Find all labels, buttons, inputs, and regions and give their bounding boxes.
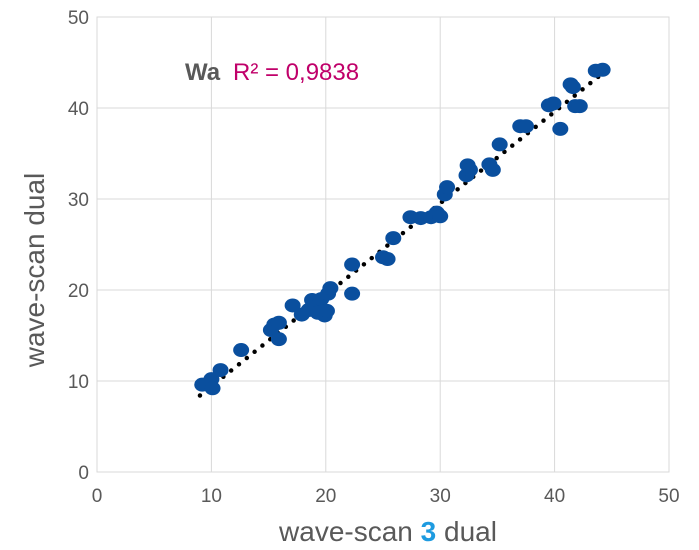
data-point (484, 162, 501, 177)
trendline (197, 70, 607, 398)
x-axis-ticks: 0 10 20 30 40 50 (92, 486, 680, 507)
data-point (432, 209, 449, 224)
data-point (344, 286, 361, 301)
y-tick-label: 20 (68, 281, 89, 302)
y-tick-label: 50 (68, 8, 89, 29)
data-point (564, 80, 581, 95)
data-point (518, 119, 534, 134)
data-point (270, 315, 287, 330)
x-axis-title-suffix: dual (436, 516, 497, 547)
x-tick-label: 40 (544, 486, 565, 507)
x-tick-label: 50 (658, 486, 679, 507)
data-point (270, 332, 287, 347)
x-axis-title-prefix: wave-scan (278, 516, 421, 547)
x-axis-title: wave-scan 3 dual (278, 516, 497, 547)
y-tick-label: 30 (68, 190, 89, 211)
data-point (594, 62, 611, 77)
data-points (194, 62, 611, 396)
x-tick-label: 20 (315, 486, 336, 507)
data-point (461, 162, 478, 177)
y-axis-ticks: 0 10 20 30 40 50 (68, 8, 89, 484)
x-tick-label: 0 (92, 486, 103, 507)
data-point (379, 252, 396, 267)
y-tick-label: 10 (68, 372, 89, 393)
data-point (571, 99, 588, 114)
data-point (318, 303, 335, 318)
data-point (439, 180, 456, 195)
grid-lines (96, 16, 670, 473)
data-point (552, 121, 569, 136)
data-point (344, 257, 361, 272)
plot-area-frame (96, 16, 670, 473)
y-tick-label: 0 (78, 463, 89, 484)
data-point (233, 343, 250, 358)
x-tick-label: 10 (201, 486, 222, 507)
data-point (322, 281, 339, 296)
data-point (212, 363, 229, 378)
data-point (385, 231, 402, 246)
data-point (545, 96, 562, 111)
data-point (204, 381, 221, 396)
r-squared-annotation: R² = 0,9838 (233, 59, 359, 86)
y-tick-label: 40 (68, 99, 89, 120)
x-tick-label: 30 (430, 486, 451, 507)
legend-entry-wa: Wa (185, 59, 221, 86)
data-point (491, 137, 508, 152)
data-point (284, 298, 301, 313)
y-axis-title: wave-scan dual (19, 173, 50, 369)
x-axis-title-highlight: 3 (421, 516, 437, 547)
